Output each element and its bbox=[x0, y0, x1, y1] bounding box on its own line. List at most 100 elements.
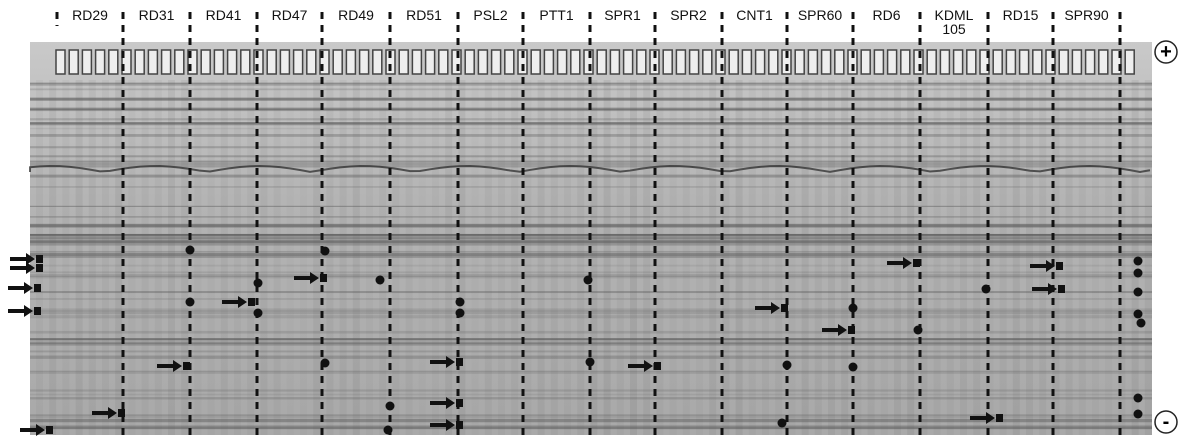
lane-streak bbox=[511, 80, 519, 435]
band bbox=[30, 253, 1152, 256]
band bbox=[30, 254, 1152, 258]
well bbox=[68, 49, 79, 75]
lane-streak bbox=[1026, 80, 1033, 435]
lane-streak bbox=[630, 80, 637, 435]
well bbox=[332, 49, 343, 75]
band bbox=[30, 370, 1152, 374]
well bbox=[688, 49, 700, 75]
well bbox=[781, 49, 792, 75]
well bbox=[213, 49, 225, 75]
lane-label: SPR90 bbox=[1064, 7, 1109, 23]
lane-label: RD6 bbox=[872, 7, 901, 23]
lane-streak bbox=[656, 80, 664, 435]
well bbox=[121, 49, 132, 75]
marker-square bbox=[36, 264, 43, 272]
well bbox=[134, 49, 145, 75]
well bbox=[424, 49, 436, 75]
well bbox=[834, 49, 845, 75]
well bbox=[952, 49, 964, 75]
marker-square bbox=[848, 326, 855, 334]
well bbox=[820, 49, 832, 75]
well bbox=[490, 49, 502, 75]
lane-label: SPR1 bbox=[604, 7, 641, 23]
lane-streak bbox=[287, 80, 294, 435]
lane-streak bbox=[973, 80, 981, 435]
lane-streak bbox=[260, 80, 268, 435]
lane-label: RD29 bbox=[72, 7, 108, 23]
well bbox=[306, 49, 317, 75]
lane-streak bbox=[472, 80, 479, 435]
band bbox=[30, 122, 1152, 125]
lane-streak bbox=[986, 80, 994, 435]
lane-streak bbox=[537, 80, 545, 435]
lane-streak bbox=[458, 80, 466, 435]
lane-streak bbox=[748, 80, 756, 435]
lane-streak bbox=[366, 80, 373, 435]
lane-streak bbox=[682, 80, 690, 435]
band bbox=[30, 252, 1152, 255]
well bbox=[728, 49, 739, 75]
arrow bbox=[10, 262, 35, 274]
lane-streak bbox=[524, 80, 532, 435]
pole-circle bbox=[1154, 40, 1178, 64]
marker-dot bbox=[777, 418, 787, 428]
marker-square bbox=[456, 358, 463, 366]
well bbox=[1058, 49, 1069, 75]
well bbox=[675, 49, 687, 75]
well bbox=[1045, 49, 1056, 75]
well bbox=[622, 49, 634, 75]
arrow bbox=[755, 302, 780, 314]
well bbox=[358, 49, 370, 75]
well bbox=[477, 49, 489, 75]
lane-streak bbox=[814, 80, 822, 435]
lane-streak bbox=[484, 80, 492, 435]
marker-dot bbox=[1133, 393, 1143, 403]
band bbox=[30, 239, 1152, 243]
arrow bbox=[92, 407, 117, 419]
lane-label: PSL2 bbox=[473, 7, 508, 23]
marker-dot bbox=[848, 362, 858, 372]
well bbox=[556, 49, 568, 75]
lane-streak bbox=[1118, 80, 1126, 435]
well bbox=[913, 49, 924, 75]
band bbox=[30, 426, 1152, 430]
marker-dot bbox=[383, 425, 393, 435]
arrow bbox=[628, 360, 653, 372]
band bbox=[30, 205, 1152, 207]
band bbox=[30, 370, 1152, 373]
well bbox=[794, 49, 805, 75]
well bbox=[174, 49, 185, 75]
arrow bbox=[430, 397, 455, 409]
lane-streak bbox=[867, 80, 875, 435]
lane-streak bbox=[445, 80, 453, 435]
lane-streak bbox=[181, 80, 189, 435]
well bbox=[55, 49, 66, 75]
lane-streak bbox=[300, 80, 307, 435]
lane-streak bbox=[1039, 80, 1047, 435]
well bbox=[609, 49, 621, 75]
lane-streak bbox=[590, 80, 598, 435]
marker-square bbox=[46, 426, 53, 434]
well bbox=[279, 49, 291, 75]
well bbox=[807, 49, 819, 75]
lane-streak bbox=[128, 80, 136, 435]
well bbox=[583, 49, 594, 75]
band bbox=[30, 162, 1152, 166]
marker-square bbox=[36, 255, 43, 263]
lane-label: RD47 bbox=[271, 7, 308, 23]
lane-streak bbox=[115, 80, 123, 435]
arrow bbox=[222, 296, 247, 308]
lane-streak bbox=[854, 80, 862, 435]
well bbox=[385, 49, 396, 75]
lane-streak bbox=[102, 80, 109, 435]
well bbox=[754, 49, 766, 75]
well bbox=[992, 49, 1003, 75]
well bbox=[702, 49, 713, 75]
well bbox=[1098, 49, 1109, 75]
lane-streak bbox=[603, 80, 611, 435]
band bbox=[30, 122, 1152, 126]
arrow bbox=[1032, 283, 1057, 295]
well bbox=[1071, 49, 1083, 75]
lane-streak bbox=[379, 80, 387, 435]
